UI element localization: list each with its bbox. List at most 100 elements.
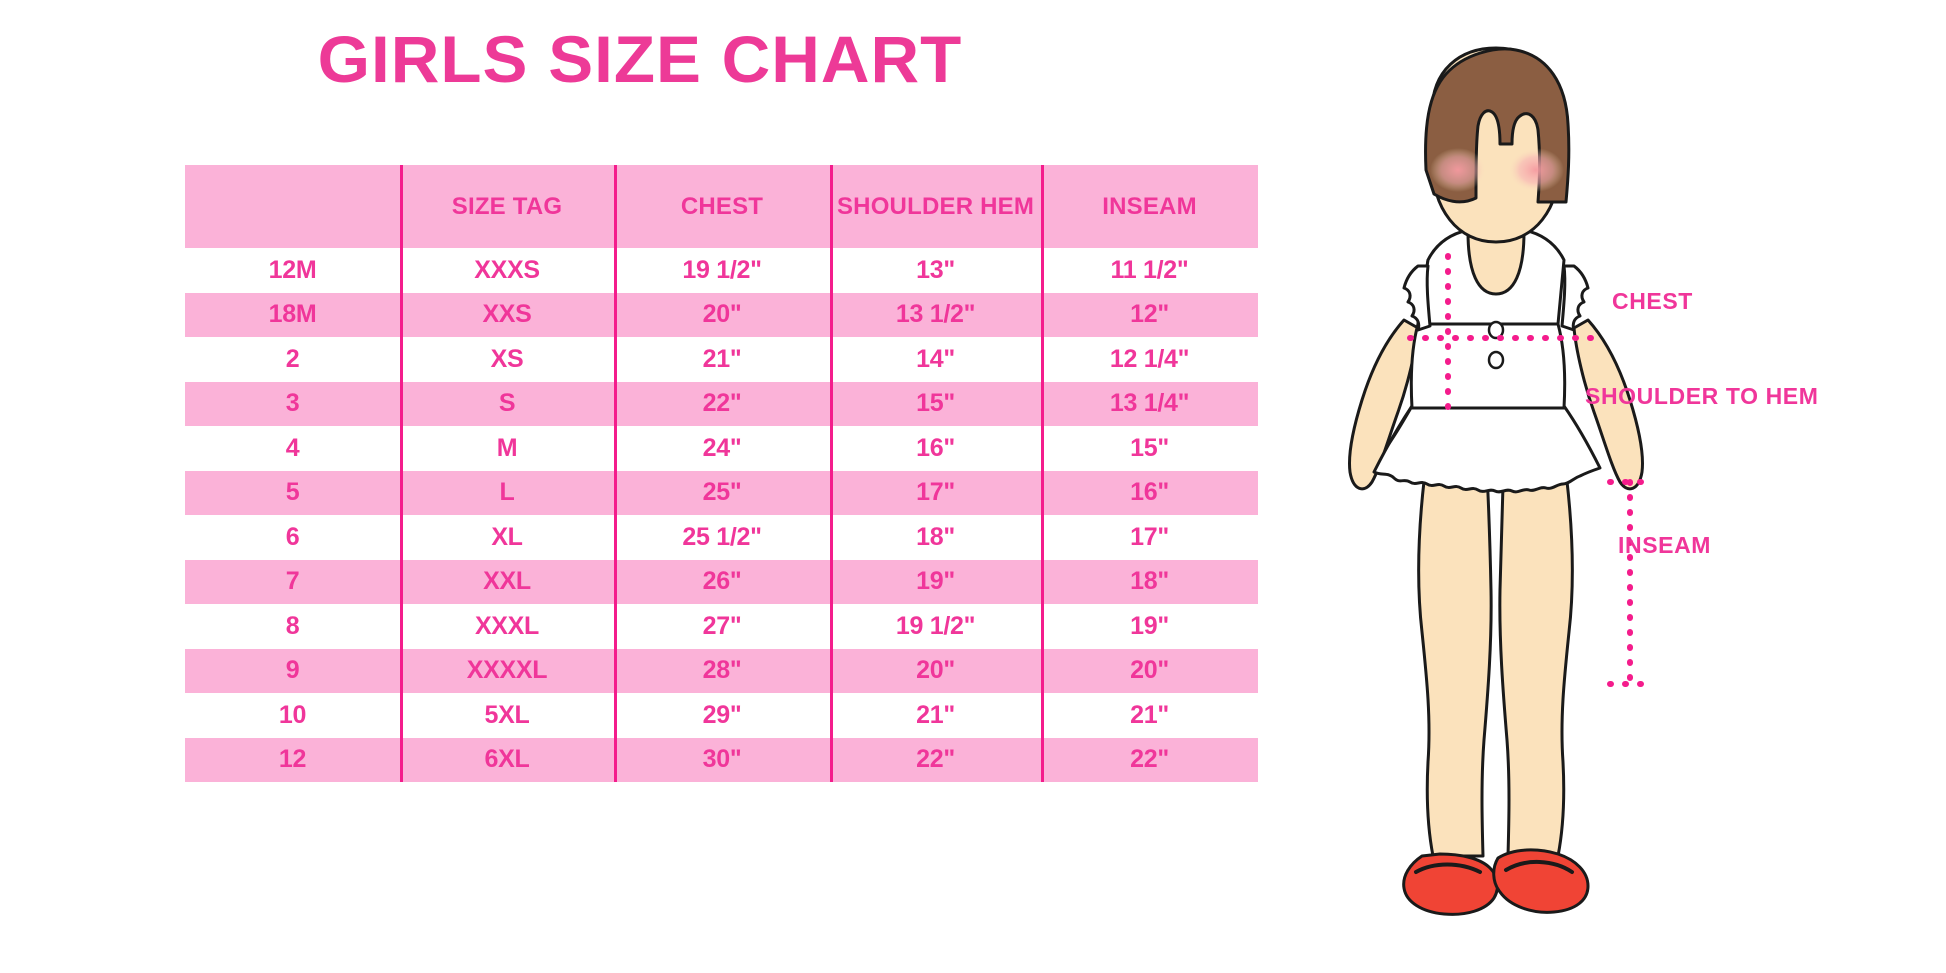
cell-inseam: 12" [1041, 292, 1258, 337]
label-chest: CHEST [1612, 288, 1693, 314]
column-header-shoulder-hem: SHOULDER HEM [830, 165, 1041, 248]
label-shoulder-to-hem: SHOULDER TO HEM [1585, 383, 1819, 409]
table-row: 7 XXL 26" 19" 18" [185, 559, 1258, 604]
left-shoe-strap [1414, 862, 1482, 874]
cell-size-tag: 5XL [400, 693, 614, 738]
page-title: GIRLS SIZE CHART [317, 22, 963, 96]
cell-size: 2 [185, 337, 400, 382]
cell-shoulder-hem: 14" [830, 337, 1041, 382]
table-row: 8 XXXL 27" 19 1/2" 19" [185, 604, 1258, 649]
cell-size: 8 [185, 604, 400, 649]
table-row: 18M XXS 20" 13 1/2" 12" [185, 292, 1258, 337]
button-top [1487, 320, 1505, 340]
cell-inseam: 22" [1041, 737, 1258, 782]
cell-size-tag: XS [400, 337, 614, 382]
cell-size-tag: XXXL [400, 604, 614, 649]
cell-chest: 21" [614, 337, 830, 382]
right-shoe-strap [1504, 859, 1574, 874]
table-row: 10 5XL 29" 21" 21" [185, 693, 1258, 738]
column-header-size [185, 165, 400, 248]
right-leg [1498, 448, 1574, 858]
cell-size: 6 [185, 515, 400, 560]
cell-shoulder-hem: 13 1/2" [830, 292, 1041, 337]
cell-size-tag: XL [400, 515, 614, 560]
skirt [1372, 404, 1602, 494]
size-chart-table-container: SIZE TAG CHEST SHOULDER HEM INSEAM 12M X… [185, 165, 1258, 782]
cell-size-tag: XXXS [400, 248, 614, 293]
cell-chest: 26" [614, 559, 830, 604]
right-shoe [1492, 848, 1590, 914]
table-row: 12M XXXS 19 1/2" 13" 11 1/2" [185, 248, 1258, 293]
right-cheek [1508, 148, 1564, 192]
measurement-illustration: CHEST SHOULDER TO HEM INSEAM [1300, 20, 1946, 950]
cell-size: 3 [185, 381, 400, 426]
cell-shoulder-hem: 18" [830, 515, 1041, 560]
table-row: 2 XS 21" 14" 12 1/4" [185, 337, 1258, 382]
cell-shoulder-hem: 15" [830, 381, 1041, 426]
cell-shoulder-hem: 22" [830, 737, 1041, 782]
cell-size-tag: XXL [400, 559, 614, 604]
cell-size: 10 [185, 693, 400, 738]
cell-chest: 28" [614, 648, 830, 693]
table-row: 12 6XL 30" 22" 22" [185, 737, 1258, 782]
cell-chest: 25 1/2" [614, 515, 830, 560]
cell-shoulder-hem: 21" [830, 693, 1041, 738]
cell-chest: 22" [614, 381, 830, 426]
cell-shoulder-hem: 16" [830, 426, 1041, 471]
girl-figure-icon [1348, 46, 1653, 916]
label-inseam: INSEAM [1618, 532, 1712, 558]
cell-size: 18M [185, 292, 400, 337]
cell-inseam: 20" [1041, 648, 1258, 693]
cell-inseam: 12 1/4" [1041, 337, 1258, 382]
cell-inseam: 13 1/4" [1041, 381, 1258, 426]
table-row: 6 XL 25 1/2" 18" 17" [185, 515, 1258, 560]
skirt-upper-ruffle [1384, 404, 1414, 450]
cell-shoulder-hem: 20" [830, 648, 1041, 693]
column-header-chest: CHEST [614, 165, 830, 248]
top-neckline [1466, 230, 1526, 296]
left-shoulder-ruffle [1402, 264, 1432, 332]
cell-shoulder-hem: 13" [830, 248, 1041, 293]
cell-chest: 25" [614, 470, 830, 515]
left-leg [1417, 448, 1493, 858]
cell-size: 12 [185, 737, 400, 782]
table-body: 12M XXXS 19 1/2" 13" 11 1/2" 18M XXS 20"… [185, 248, 1258, 782]
table-row: 4 M 24" 16" 15" [185, 426, 1258, 471]
cell-size: 12M [185, 248, 400, 293]
left-cheek [1430, 148, 1486, 192]
cell-shoulder-hem: 19" [830, 559, 1041, 604]
cell-size: 4 [185, 426, 400, 471]
table-header-row: SIZE TAG CHEST SHOULDER HEM INSEAM [185, 165, 1258, 248]
cell-size-tag: XXXXL [400, 648, 614, 693]
cell-size-tag: XXS [400, 292, 614, 337]
cell-inseam: 17" [1041, 515, 1258, 560]
cell-inseam: 15" [1041, 426, 1258, 471]
cell-inseam: 18" [1041, 559, 1258, 604]
size-chart-table: SIZE TAG CHEST SHOULDER HEM INSEAM 12M X… [185, 165, 1258, 782]
cell-chest: 29" [614, 693, 830, 738]
cell-chest: 27" [614, 604, 830, 649]
left-arm [1348, 318, 1420, 491]
cell-size: 9 [185, 648, 400, 693]
cell-inseam: 11 1/2" [1041, 248, 1258, 293]
right-arm [1572, 318, 1644, 491]
cell-chest: 24" [614, 426, 830, 471]
table-row: 9 XXXXL 28" 20" 20" [185, 648, 1258, 693]
right-shoulder-ruffle [1560, 264, 1590, 332]
table-header: SIZE TAG CHEST SHOULDER HEM INSEAM [185, 165, 1258, 248]
cell-shoulder-hem: 19 1/2" [830, 604, 1041, 649]
cell-size-tag: L [400, 470, 614, 515]
column-header-size-tag: SIZE TAG [400, 165, 614, 248]
cell-size-tag: 6XL [400, 737, 614, 782]
cell-inseam: 19" [1041, 604, 1258, 649]
table-row: 5 L 25" 17" 16" [185, 470, 1258, 515]
cell-inseam: 21" [1041, 693, 1258, 738]
cell-size: 5 [185, 470, 400, 515]
cell-size-tag: S [400, 381, 614, 426]
cell-chest: 20" [614, 292, 830, 337]
column-header-inseam: INSEAM [1041, 165, 1258, 248]
cell-chest: 19 1/2" [614, 248, 830, 293]
cell-shoulder-hem: 17" [830, 470, 1041, 515]
cell-size: 7 [185, 559, 400, 604]
button-bottom [1487, 350, 1505, 370]
